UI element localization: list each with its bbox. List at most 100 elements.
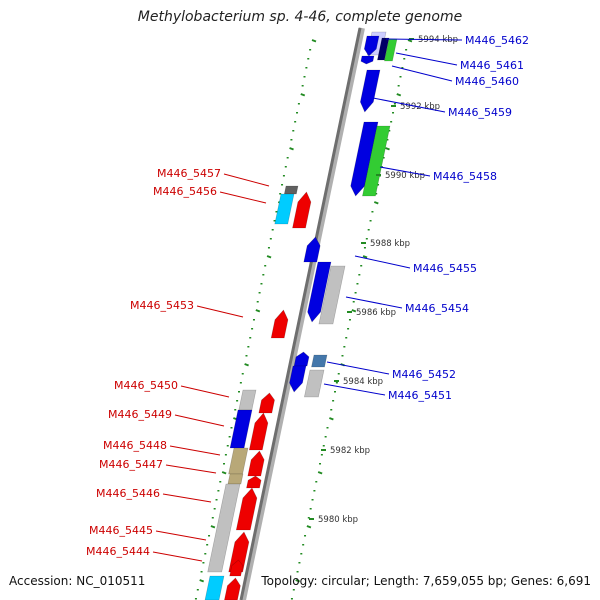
gene-feature — [229, 559, 244, 577]
plus-strand-ticks — [290, 39, 413, 600]
plus-gene-label: M446_5461 — [460, 59, 524, 72]
plus-gene-label: M446_5451 — [388, 389, 452, 402]
label-leader — [395, 52, 458, 66]
scale-label: 5982 kbp — [330, 446, 370, 456]
label-leader — [165, 464, 217, 474]
gene-feature — [360, 69, 381, 113]
gene-feature — [283, 185, 299, 195]
scale-label: 5980 kbp — [318, 515, 358, 525]
tick-mark — [244, 363, 249, 367]
minus-gene-label: M446_5444 — [86, 545, 150, 558]
label-leader — [155, 530, 207, 541]
gene-feature — [274, 193, 295, 225]
gene-feature — [307, 261, 332, 323]
minus-gene-label: M446_5450 — [114, 379, 178, 392]
gene-feature — [238, 389, 257, 411]
gene-feature — [227, 473, 244, 485]
label-leader — [379, 166, 431, 177]
tick-mark — [300, 93, 306, 97]
scale-label: 5986 kbp — [356, 308, 396, 318]
label-leader — [323, 383, 386, 396]
gene-feature — [248, 412, 269, 451]
tick-mark — [407, 39, 413, 43]
label-leader — [196, 305, 244, 318]
gene-feature — [377, 37, 390, 61]
tick-mark — [329, 417, 334, 421]
tick-mark — [289, 147, 294, 151]
gene-feature — [362, 125, 391, 197]
minus-gene-label: M446_5457 — [157, 167, 221, 180]
accession-label: Accession: NC_010511 — [9, 574, 146, 588]
label-leader — [169, 445, 221, 456]
gene-feature — [292, 191, 312, 229]
label-leader — [326, 361, 390, 375]
gene-feature — [289, 365, 307, 393]
label-leader — [162, 493, 212, 503]
label-leader — [354, 255, 411, 269]
tick-mark — [311, 39, 317, 43]
minus-gene-label: M446_5446 — [96, 487, 160, 500]
tick-mark — [295, 579, 301, 583]
tick-mark — [210, 525, 216, 529]
gene-feature — [270, 309, 289, 339]
label-leader — [372, 97, 446, 113]
minus-gene-label: M446_5447 — [99, 458, 163, 471]
minus-gene-label: M446_5453 — [130, 299, 194, 312]
gene-feature — [207, 483, 241, 573]
tick-mark — [351, 309, 357, 313]
gene-feature — [360, 55, 375, 65]
gene-feature — [247, 450, 265, 477]
label-leader — [223, 173, 270, 187]
gene-feature — [229, 409, 253, 449]
minus-strand-ticks — [194, 39, 317, 600]
tick-mark — [221, 471, 227, 475]
minus-gene-label: M446_5456 — [153, 185, 217, 198]
tick-mark — [266, 255, 272, 259]
plus-gene-label: M446_5455 — [413, 262, 477, 275]
map-title: Methylobacterium sp. 4-46, complete geno… — [137, 9, 463, 25]
backbone-shadow — [240, 27, 365, 600]
tick-mark — [396, 93, 402, 97]
plus-gene-label: M446_5459 — [448, 106, 512, 119]
gene-feature — [350, 121, 379, 197]
gene-feature — [258, 392, 275, 414]
label-leader — [345, 296, 403, 309]
tick-mark — [362, 255, 368, 259]
plus-gene-label: M446_5454 — [405, 302, 469, 315]
tick-mark — [306, 525, 312, 529]
label-leader — [174, 414, 225, 427]
gene-feature — [304, 369, 325, 398]
gene-feature — [311, 354, 328, 368]
gene-feature — [363, 35, 380, 57]
plus-gene-label: M446_5462 — [465, 34, 529, 47]
label-leader — [219, 191, 267, 204]
plus-gene-label: M446_5458 — [433, 170, 497, 183]
minus-gene-label: M446_5445 — [89, 524, 153, 537]
label-leader — [152, 551, 203, 562]
tick-mark — [199, 579, 205, 583]
plus-gene-label: M446_5452 — [392, 368, 456, 381]
label-leader — [180, 385, 230, 398]
label-leader — [391, 65, 453, 82]
minus-gene-label: M446_5448 — [103, 439, 167, 452]
gene-feature — [204, 575, 225, 600]
genome-backbone — [239, 27, 362, 600]
tick-mark — [317, 471, 323, 475]
gene-feature — [224, 577, 241, 600]
label-leader — [385, 38, 463, 41]
minus-gene-label: M446_5449 — [108, 408, 172, 421]
gene-feature — [318, 265, 346, 325]
tick-mark — [373, 201, 379, 205]
plus-gene-label: M446_5460 — [455, 75, 519, 88]
plus-gene-labels: M446_5462 M446_5461 M446_5460 M446_5459 M446… — [323, 34, 529, 402]
tick-mark — [255, 309, 261, 313]
tick-mark — [385, 147, 390, 151]
scale-label: 5988 kbp — [370, 239, 410, 249]
gene-feature — [303, 236, 321, 263]
gene-feature — [228, 447, 249, 475]
topology-label: Topology: circular; Length: 7,659,055 bp… — [261, 574, 591, 588]
scale-label: 5984 kbp — [343, 377, 383, 387]
scale-label: 5990 kbp — [385, 171, 425, 181]
